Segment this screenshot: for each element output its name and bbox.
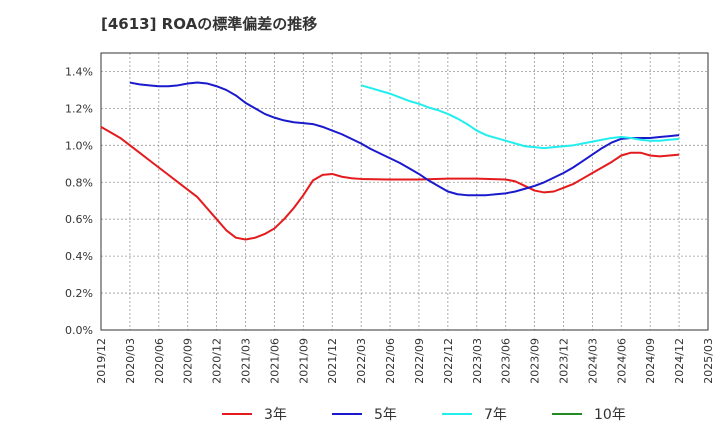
x-tick-label: 2023/09 <box>529 338 542 384</box>
plot-area <box>101 53 708 330</box>
x-tick-label: 2019/12 <box>95 338 108 384</box>
x-tick-label: 2023/03 <box>471 338 484 384</box>
x-tick-label: 2020/06 <box>153 338 166 384</box>
legend-label: 7年 <box>484 407 507 423</box>
x-tick-label: 2024/09 <box>644 338 657 384</box>
grid-layer <box>100 53 709 331</box>
x-tick-label: 2022/09 <box>413 338 426 384</box>
x-tick-label: 2020/03 <box>124 338 137 384</box>
x-tick-label: 2021/09 <box>297 338 310 384</box>
legend-layer: 3年 5年 7年 10年 <box>222 407 626 423</box>
x-tick-label: 2022/12 <box>442 338 455 384</box>
axis-layer: 0.0% 0.2% 0.4% 0.6% 0.8% 1.0% 1.2% 1.4% 2019/12 2… <box>65 52 715 384</box>
chart-title: [4613] ROAの標準偏差の推移 <box>101 15 318 33</box>
x-tick-label: 2024/06 <box>615 338 628 384</box>
y-tick-label: 0.0% <box>65 324 93 337</box>
x-tick-label: 2020/12 <box>211 338 224 384</box>
x-tick-label: 2021/12 <box>326 338 339 384</box>
plot-frame <box>100 52 709 331</box>
x-tick-label: 2024/12 <box>673 338 686 384</box>
y-tick-label: 0.6% <box>65 213 93 226</box>
series-line-7年 <box>360 84 680 150</box>
x-tick-label: 2021/03 <box>240 338 253 384</box>
y-tick-label: 0.2% <box>65 287 93 300</box>
series-line-5年 <box>129 81 680 197</box>
x-tick-label: 2023/06 <box>500 338 513 384</box>
legend-label: 3年 <box>264 407 287 423</box>
legend-label: 5年 <box>374 407 397 423</box>
y-tick-label: 1.2% <box>65 102 93 115</box>
x-tick-label: 2025/03 <box>702 338 715 384</box>
legend-label: 10年 <box>594 407 626 423</box>
x-tick-label: 2021/06 <box>268 338 281 384</box>
x-tick-label: 2023/12 <box>557 338 570 384</box>
series-layer <box>100 81 680 241</box>
y-tick-label: 0.4% <box>65 250 93 263</box>
y-tick-label: 1.4% <box>65 65 93 78</box>
x-tick-label: 2024/03 <box>586 338 599 384</box>
y-tick-label: 0.8% <box>65 176 93 189</box>
x-tick-label: 2022/03 <box>355 338 368 384</box>
series-line-3年 <box>100 126 680 241</box>
y-tick-label: 1.0% <box>65 139 93 152</box>
x-tick-label: 2020/09 <box>182 338 195 384</box>
x-tick-label: 2022/06 <box>384 338 397 384</box>
